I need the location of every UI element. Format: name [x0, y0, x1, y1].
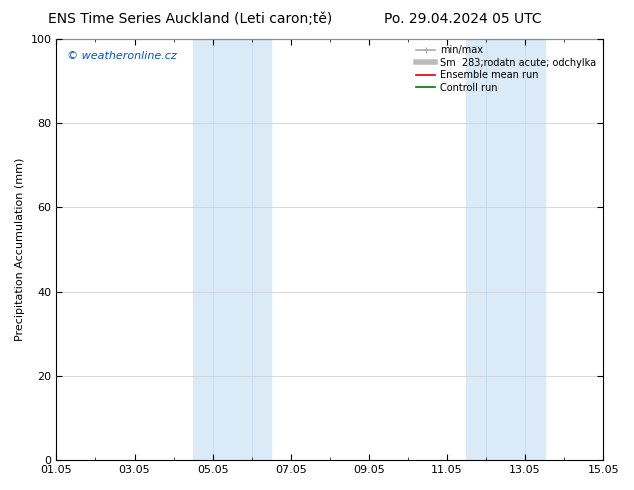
- Text: Po. 29.04.2024 05 UTC: Po. 29.04.2024 05 UTC: [384, 12, 541, 26]
- Legend: min/max, Sm  283;rodatn acute; odchylka, Ensemble mean run, Controll run: min/max, Sm 283;rodatn acute; odchylka, …: [414, 44, 598, 95]
- Y-axis label: Precipitation Accumulation (mm): Precipitation Accumulation (mm): [15, 158, 25, 341]
- Text: © weatheronline.cz: © weatheronline.cz: [67, 51, 177, 61]
- Text: ENS Time Series Auckland (Leti caron;tě): ENS Time Series Auckland (Leti caron;tě): [48, 12, 332, 26]
- Bar: [467, 39, 545, 460]
- Bar: [193, 39, 271, 460]
